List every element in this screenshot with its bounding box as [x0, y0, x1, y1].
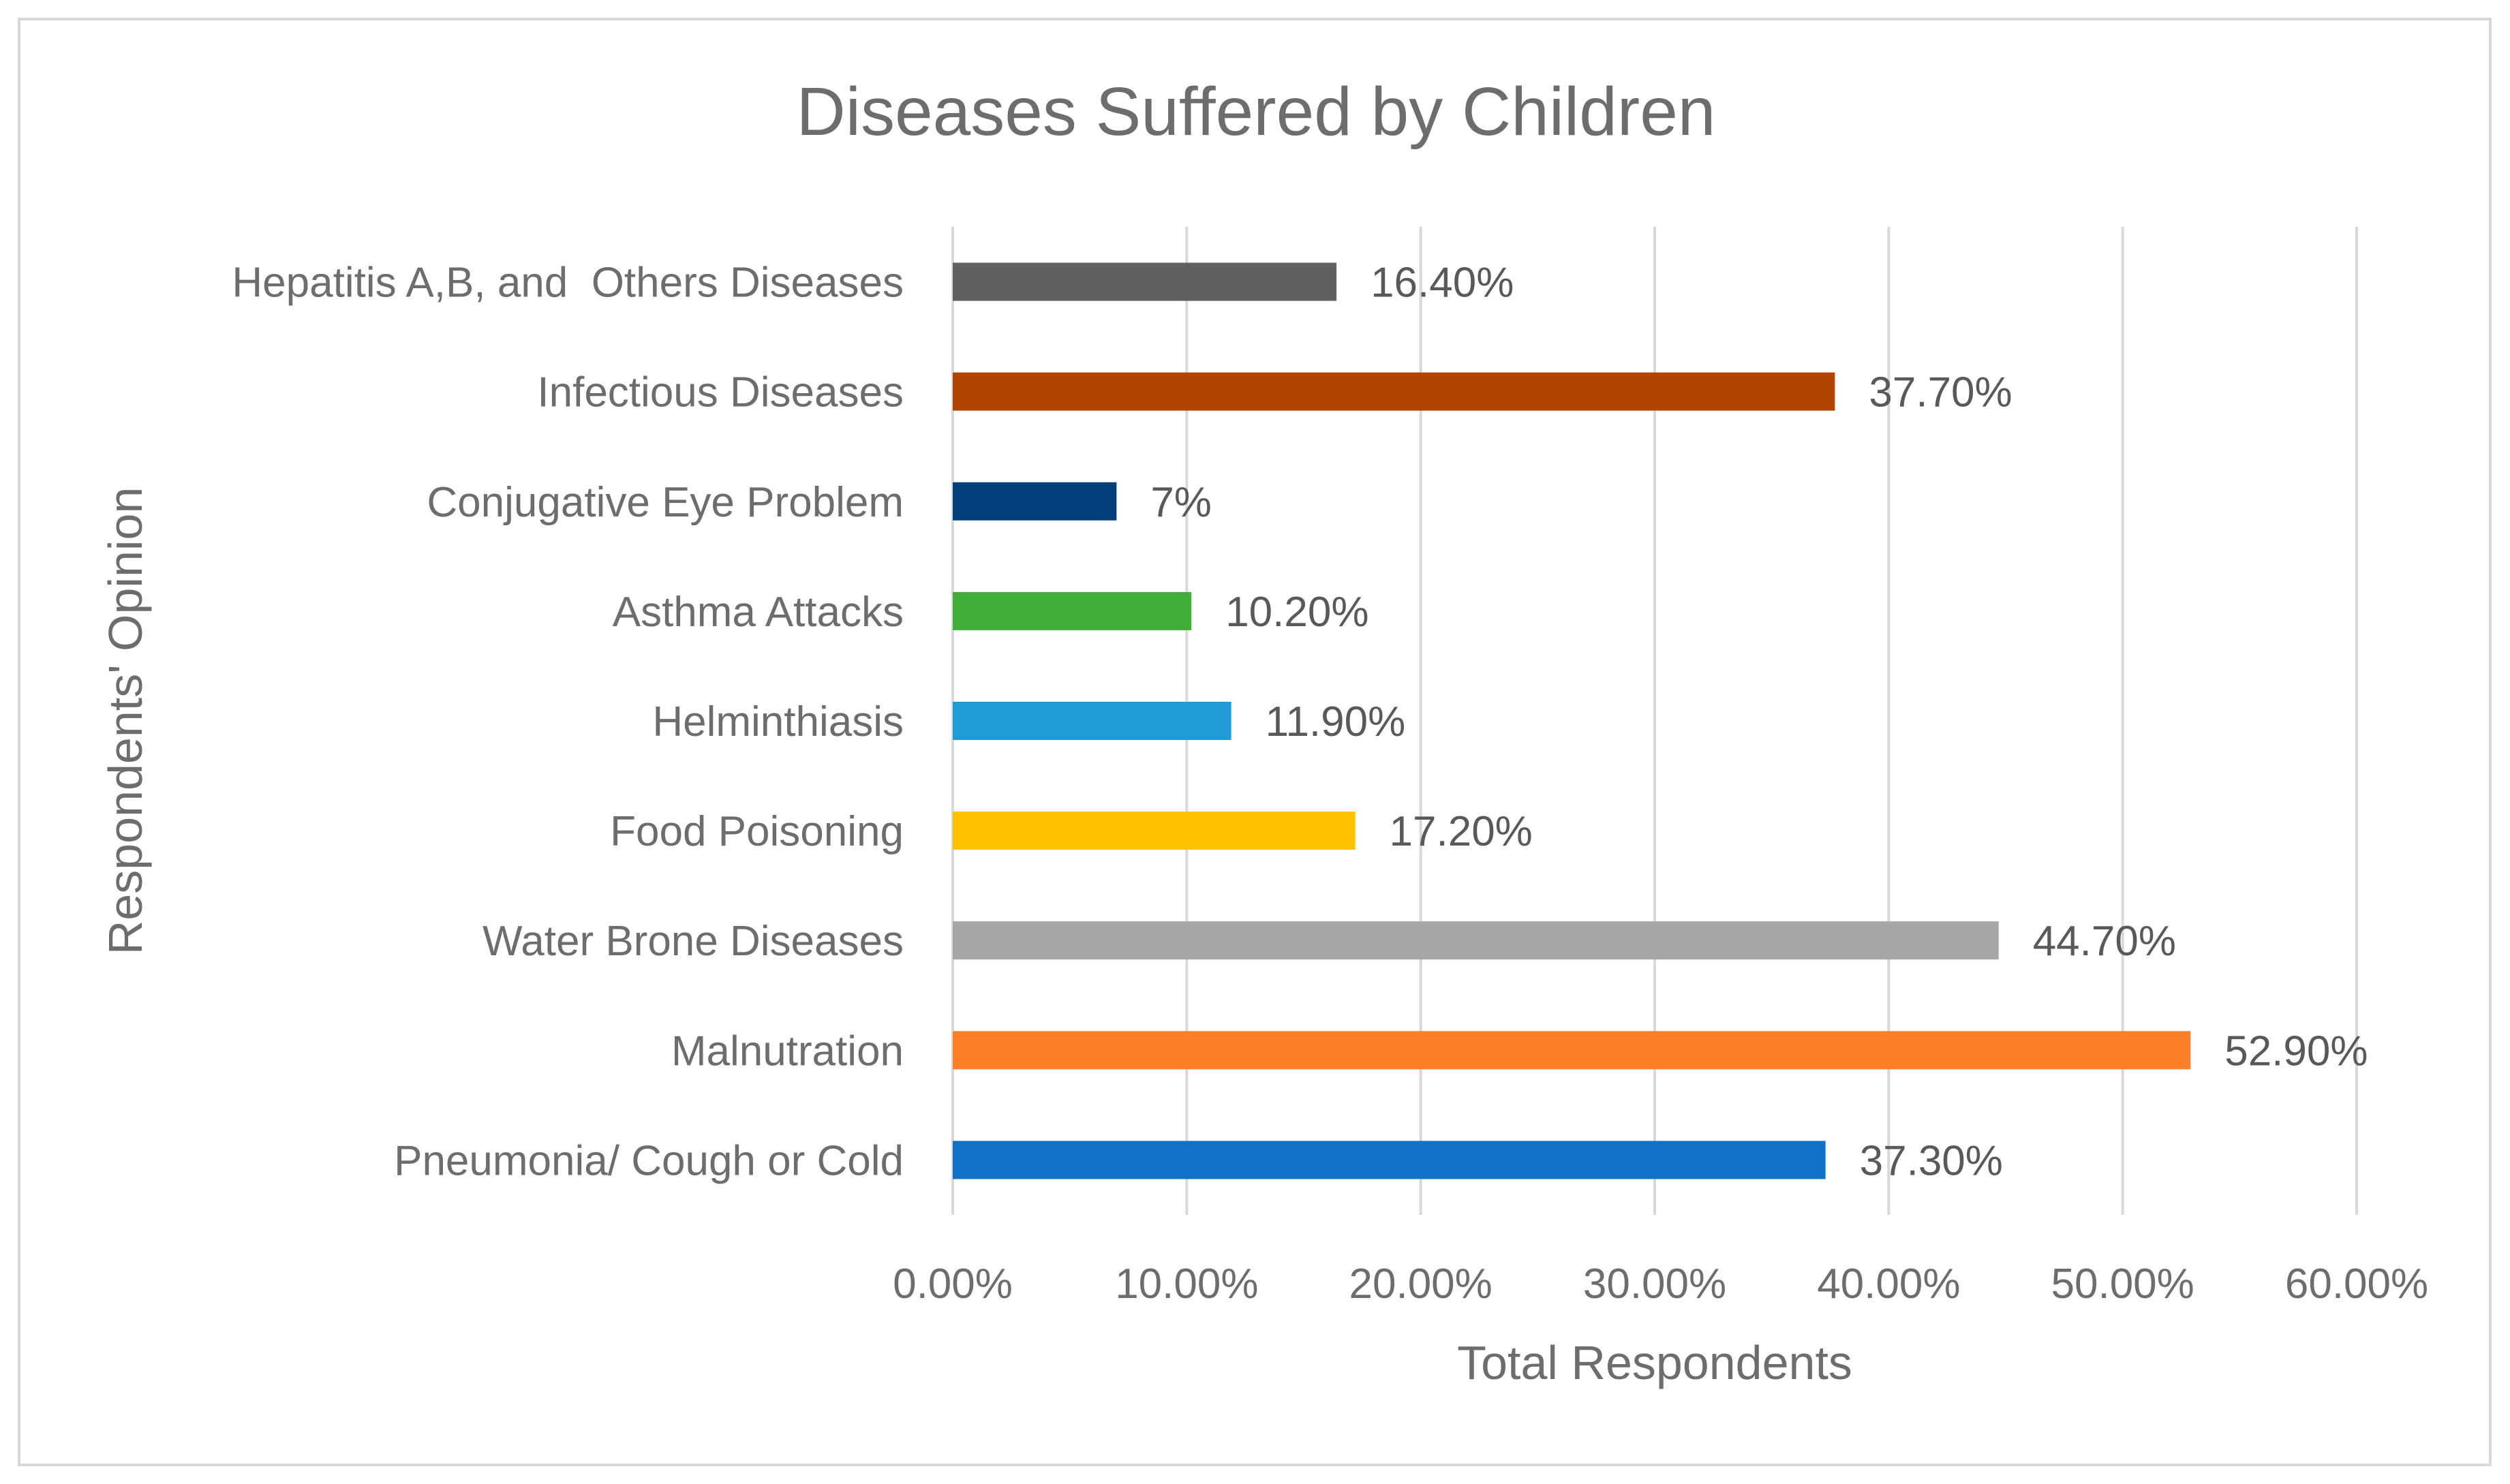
x-tick-label: 10.00%	[1115, 1261, 1258, 1308]
data-label: 44.70%	[2033, 918, 2176, 965]
bar	[953, 811, 1356, 850]
data-label: 17.20%	[1390, 808, 1533, 855]
x-tick-label: 0.00%	[893, 1261, 1013, 1308]
bar	[953, 1031, 2191, 1070]
bar	[953, 702, 1231, 740]
x-tick-label: 30.00%	[1583, 1261, 1726, 1308]
category-labels: Hepatitis A,B, and Others Diseases Infect…	[232, 260, 904, 1185]
x-tick-label: 40.00%	[1817, 1261, 1960, 1308]
data-label: 52.90%	[2224, 1027, 2368, 1075]
bar	[953, 1141, 1826, 1179]
category-label: Water Brone Diseases	[483, 918, 904, 965]
chart-title: Diseases Suffered by Children	[797, 74, 1716, 150]
bar	[953, 372, 1835, 411]
category-label: Helminthiasis	[652, 698, 904, 745]
x-tick-label: 20.00%	[1349, 1261, 1493, 1308]
x-tick-label: 60.00%	[2285, 1261, 2428, 1308]
bar	[953, 921, 1999, 960]
bar	[953, 591, 1192, 630]
category-label: Hepatitis A,B, and Others Diseases	[232, 260, 904, 307]
data-label: 37.70%	[1869, 369, 2012, 416]
bar	[953, 482, 1117, 521]
x-tick-label: 50.00%	[2051, 1261, 2194, 1308]
data-label: 37.30%	[1860, 1137, 2003, 1184]
category-label: Pneumonia/ Cough or Cold	[394, 1137, 904, 1184]
chart-frame	[18, 18, 2492, 1466]
category-label: Asthma Attacks	[613, 589, 904, 636]
category-label: Conjugative Eye Problem	[427, 479, 904, 526]
bar	[953, 262, 1337, 301]
data-label: 7%	[1150, 479, 1212, 526]
category-label: Food Poisoning	[610, 808, 904, 855]
x-axis-title: Total Respondents	[1457, 1336, 1852, 1389]
category-label: Malnutration	[671, 1027, 904, 1075]
y-axis-title: Respondents' Opinion	[99, 487, 152, 955]
category-label: Infectious Diseases	[537, 369, 904, 416]
data-label: 11.90%	[1266, 698, 1406, 745]
bars	[953, 262, 2191, 1179]
data-label: 16.40%	[1371, 260, 1514, 307]
data-label: 10.20%	[1225, 589, 1368, 636]
x-tick-labels: 0.00% 10.00% 20.00% 30.00% 40.00% 50.00% 60.00…	[893, 1261, 2428, 1308]
data-labels: 16.40% 37.70% 7% 10.20% 11.90% 17.20% 44.70% 52…	[1150, 260, 2368, 1185]
